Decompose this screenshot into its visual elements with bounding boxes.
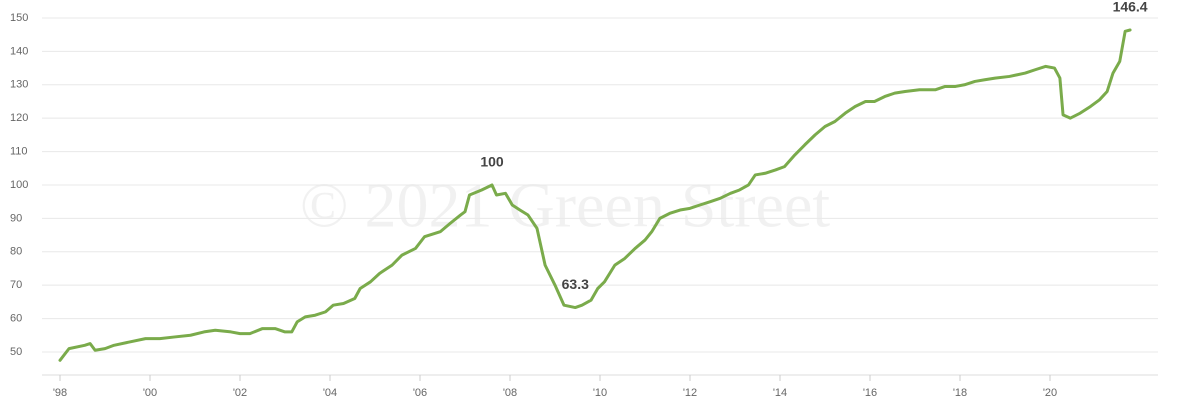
x-tick-label: '20	[1043, 387, 1057, 399]
y-tick-label: 80	[10, 246, 22, 258]
value-label: 146.4	[1113, 0, 1148, 15]
y-tick-label: 50	[10, 346, 22, 358]
watermark: © 2021 Green Street	[300, 170, 830, 241]
x-tick-label: '02	[233, 387, 247, 399]
y-tick-label: 100	[10, 179, 28, 191]
x-tick-label: '16	[863, 387, 877, 399]
y-tick-label: 120	[10, 112, 28, 124]
x-tick-label: '18	[953, 387, 967, 399]
value-label: 100	[480, 154, 504, 170]
x-tick-label: '12	[683, 387, 697, 399]
x-tick-label: '98	[53, 387, 67, 399]
y-tick-label: 140	[10, 45, 28, 57]
x-tick-label: '06	[413, 387, 427, 399]
y-tick-label: 70	[10, 279, 22, 291]
y-tick-label: 110	[10, 145, 28, 157]
y-tick-label: 150	[10, 12, 28, 24]
x-tick-label: '10	[593, 387, 607, 399]
data-line	[58, 28, 1132, 362]
value-label: 63.3	[562, 276, 589, 292]
x-tick-label: '04	[323, 387, 337, 399]
x-tick-label: '08	[503, 387, 517, 399]
y-tick-label: 130	[10, 79, 28, 91]
x-tick-label: '14	[773, 387, 787, 399]
x-tick-label: '00	[143, 387, 157, 399]
y-tick-label: 60	[10, 312, 22, 324]
y-tick-label: 90	[10, 212, 22, 224]
